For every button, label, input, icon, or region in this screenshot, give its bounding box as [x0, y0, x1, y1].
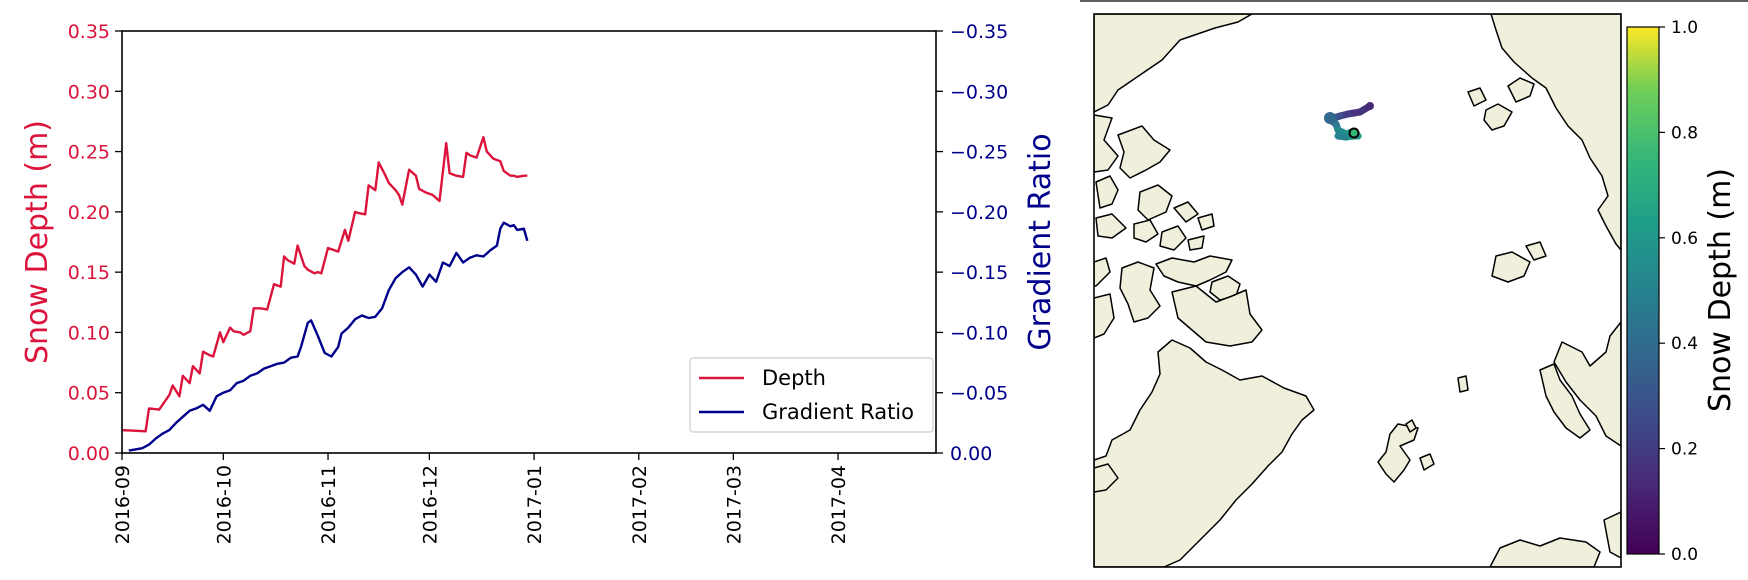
right-tick-label: −0.35 [950, 21, 1008, 43]
right-tick-label: 0.00 [950, 443, 992, 465]
land-island [1197, 213, 1215, 231]
x-tick-label: 2017-02 [629, 465, 651, 544]
time-series-chart: 0.00 0.05 0.10 0.15 0.20 0.25 0.30 0.35 0.00 −0.… [20, 21, 1058, 544]
x-ticks: 2016-09 2016-10 2016-11 2016-12 2017-01 2017-… [112, 453, 850, 544]
plot-frame [121, 30, 937, 454]
right-tick-label: −0.15 [950, 262, 1008, 284]
x-tick-label: 2017-04 [828, 465, 850, 544]
colorbar-tick-label: 0.8 [1671, 123, 1698, 143]
land-island [1507, 77, 1535, 103]
land-island [1173, 201, 1199, 223]
land-mass-north-america [1094, 14, 1253, 113]
land-island [1095, 175, 1119, 209]
x-tick-label: 2017-03 [723, 465, 745, 544]
track-current-position-marker [1348, 127, 1360, 139]
x-tick-label: 2017-01 [524, 465, 546, 544]
land-island [1094, 114, 1119, 173]
left-tick-label: 0.10 [68, 322, 110, 344]
left-tick-label: 0.15 [68, 262, 110, 284]
land-island [1094, 257, 1111, 287]
x-tick-label: 2016-10 [213, 465, 235, 544]
legend: Depth Gradient Ratio [689, 357, 934, 433]
land-island [1603, 511, 1621, 559]
x-tick-label: 2016-11 [318, 465, 340, 544]
right-tick-label: −0.30 [950, 81, 1008, 103]
series-line-gradient-ratio [128, 221, 529, 452]
land-island [1094, 463, 1119, 493]
colorbar-ticks: 0.0 0.2 0.4 0.6 0.8 1.0 [1659, 18, 1698, 565]
right-tick-label: −0.10 [950, 322, 1008, 344]
left-axis-label: Snow Depth (m) [20, 120, 55, 364]
land-island [1095, 213, 1127, 239]
land-island [1419, 453, 1435, 471]
land-mass-eurasia [1490, 14, 1621, 251]
land-island [1405, 419, 1417, 433]
colorbar-tick-label: 0.0 [1671, 545, 1698, 565]
right-tick-label: −0.20 [950, 202, 1008, 224]
left-tick-label: 0.00 [68, 443, 110, 465]
colorbar-tick-label: 0.6 [1671, 229, 1698, 249]
series-layer [121, 135, 529, 452]
track-segment [1334, 132, 1350, 141]
land-island [1171, 285, 1263, 347]
right-axis-label: Gradient Ratio [1023, 133, 1058, 350]
left-y-ticks: 0.00 0.05 0.10 0.15 0.20 0.25 0.30 0.35 [68, 21, 122, 465]
left-tick-label: 0.35 [68, 21, 110, 43]
left-tick-label: 0.05 [68, 383, 110, 405]
land-island [1457, 375, 1469, 393]
legend-gradient-label: Gradient Ratio [762, 400, 914, 424]
land-island [1483, 103, 1513, 131]
land-island [1094, 293, 1115, 339]
colorbar-tick-label: 0.4 [1671, 334, 1698, 354]
buoy-track [1324, 102, 1374, 141]
land-island [1155, 255, 1233, 287]
land-island [1467, 87, 1487, 107]
map-land [1094, 14, 1621, 567]
land-island [1525, 241, 1547, 261]
land-mass-greenland [1094, 339, 1315, 567]
colorbar-tick-label: 1.0 [1671, 18, 1698, 38]
land-island [1159, 225, 1187, 251]
map-panel: 0.0 0.2 0.4 0.6 0.8 1.0 Snow Depth (m) [1080, 0, 1748, 568]
land-island [1133, 219, 1159, 243]
land-island [1137, 184, 1173, 221]
land-island [1187, 235, 1205, 251]
colorbar-label: Snow Depth (m) [1703, 168, 1738, 412]
x-tick-label: 2016-09 [112, 465, 134, 544]
colorbar-tick-label: 0.2 [1671, 440, 1698, 460]
left-tick-label: 0.30 [68, 81, 110, 103]
left-tick-label: 0.20 [68, 202, 110, 224]
left-tick-label: 0.25 [68, 142, 110, 164]
colorbar [1626, 26, 1660, 555]
right-tick-label: −0.05 [950, 383, 1008, 405]
x-tick-label: 2016-12 [419, 465, 441, 544]
legend-depth-label: Depth [762, 366, 826, 390]
track-point [1324, 112, 1336, 124]
right-y-ticks: 0.00 −0.05 −0.10 −0.15 −0.20 −0.25 −0.30 −0.35 [936, 21, 1008, 465]
land-island [1117, 125, 1171, 179]
legend-box [689, 357, 934, 433]
map-frame [1093, 13, 1622, 568]
series-line-depth [121, 135, 528, 433]
track-point [1366, 102, 1374, 110]
right-tick-label: −0.25 [950, 142, 1008, 164]
land-island [1377, 423, 1419, 483]
land-island [1553, 321, 1621, 447]
land-island [1491, 251, 1531, 283]
land-island [1119, 261, 1161, 323]
land-island [1539, 363, 1591, 439]
land-island [1489, 537, 1601, 567]
